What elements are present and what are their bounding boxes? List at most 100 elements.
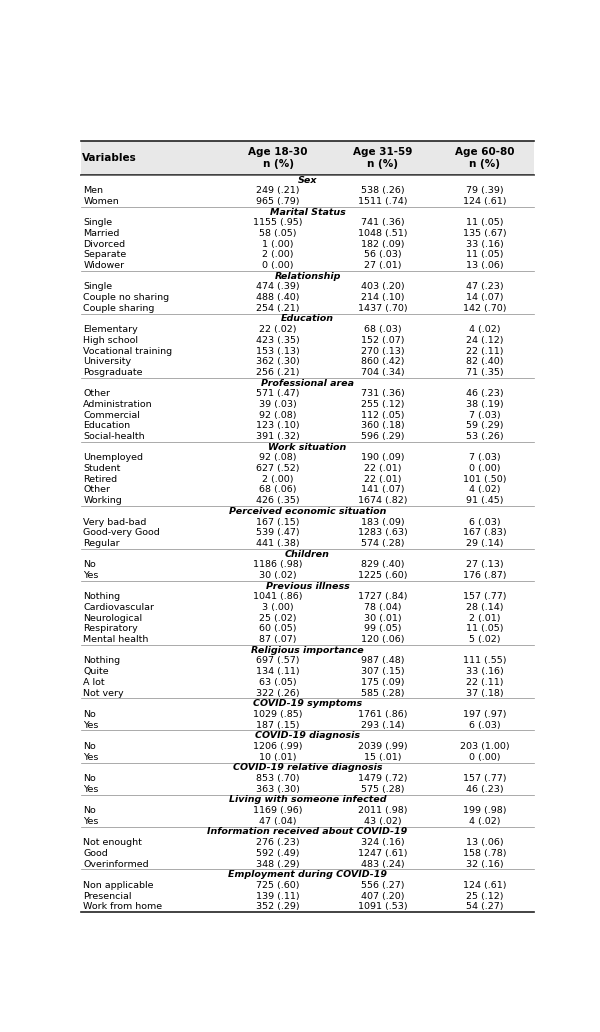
Text: 256 (.21): 256 (.21) — [256, 368, 300, 377]
Text: 176 (.87): 176 (.87) — [463, 571, 506, 580]
Text: 123 (.10): 123 (.10) — [256, 421, 300, 430]
Text: Working: Working — [83, 496, 122, 505]
Text: 158 (.78): 158 (.78) — [463, 849, 506, 858]
Text: 175 (.09): 175 (.09) — [361, 678, 404, 687]
Text: 47 (.04): 47 (.04) — [259, 816, 297, 826]
Text: 92 (.08): 92 (.08) — [259, 411, 297, 420]
Text: 4 (.02): 4 (.02) — [469, 816, 500, 826]
Text: 2039 (.99): 2039 (.99) — [358, 742, 407, 751]
Text: 135 (.67): 135 (.67) — [463, 229, 506, 238]
Text: Very bad-bad: Very bad-bad — [83, 517, 147, 526]
Text: 27 (.01): 27 (.01) — [364, 261, 401, 270]
Text: Men: Men — [83, 186, 103, 195]
Text: 363 (.30): 363 (.30) — [256, 784, 300, 794]
Text: 1029 (.85): 1029 (.85) — [253, 710, 303, 719]
Text: 1206 (.99): 1206 (.99) — [253, 742, 303, 751]
Text: 731 (.36): 731 (.36) — [361, 389, 404, 398]
Text: Age 60-80
n (%): Age 60-80 n (%) — [455, 148, 514, 169]
Text: 101 (.50): 101 (.50) — [463, 475, 506, 484]
Text: 5 (.02): 5 (.02) — [469, 635, 500, 644]
Text: 68 (.03): 68 (.03) — [364, 325, 401, 334]
Text: 46 (.23): 46 (.23) — [466, 784, 503, 794]
Text: 33 (.16): 33 (.16) — [466, 667, 503, 676]
Text: 22 (.01): 22 (.01) — [364, 464, 401, 473]
Text: Yes: Yes — [83, 571, 99, 580]
Text: 30 (.01): 30 (.01) — [364, 614, 401, 622]
Text: 255 (.12): 255 (.12) — [361, 400, 404, 409]
Text: Overinformed: Overinformed — [83, 860, 149, 869]
Text: Religious importance: Religious importance — [251, 646, 364, 654]
Text: COVID-19 symptoms: COVID-19 symptoms — [253, 700, 362, 708]
Text: 627 (.52): 627 (.52) — [256, 464, 300, 473]
Text: No: No — [83, 774, 96, 783]
Text: 407 (.20): 407 (.20) — [361, 892, 404, 901]
Text: Presencial: Presencial — [83, 892, 132, 901]
Text: 324 (.16): 324 (.16) — [361, 838, 404, 847]
Text: 403 (.20): 403 (.20) — [361, 283, 404, 291]
Text: A lot: A lot — [83, 678, 105, 687]
Text: Cardiovascular: Cardiovascular — [83, 603, 154, 612]
Text: Other: Other — [83, 389, 110, 398]
Text: 79 (.39): 79 (.39) — [466, 186, 503, 195]
Text: Children: Children — [285, 550, 330, 558]
Text: Women: Women — [83, 197, 119, 206]
Text: 139 (.11): 139 (.11) — [256, 892, 300, 901]
Text: 483 (.24): 483 (.24) — [361, 860, 404, 869]
Text: Separate: Separate — [83, 251, 127, 259]
Text: 157 (.77): 157 (.77) — [463, 592, 506, 602]
Text: 32 (.16): 32 (.16) — [466, 860, 503, 869]
Text: 1091 (.53): 1091 (.53) — [358, 902, 407, 911]
Text: 441 (.38): 441 (.38) — [256, 539, 300, 548]
Text: Not very: Not very — [83, 688, 124, 698]
Text: 187 (.15): 187 (.15) — [256, 720, 300, 730]
Text: 2011 (.98): 2011 (.98) — [358, 806, 407, 815]
Text: 741 (.36): 741 (.36) — [361, 219, 404, 227]
Text: 585 (.28): 585 (.28) — [361, 688, 404, 698]
Text: 197 (.97): 197 (.97) — [463, 710, 506, 719]
Text: Sex: Sex — [298, 175, 317, 185]
Text: 7 (.03): 7 (.03) — [469, 453, 500, 462]
Text: Yes: Yes — [83, 752, 99, 762]
Text: Married: Married — [83, 229, 120, 238]
Text: Retired: Retired — [83, 475, 118, 484]
Text: 46 (.23): 46 (.23) — [466, 389, 503, 398]
Text: 2 (.00): 2 (.00) — [262, 251, 294, 259]
Text: Information received about COVID-19: Information received about COVID-19 — [208, 828, 407, 837]
Text: 1169 (.96): 1169 (.96) — [253, 806, 303, 815]
Text: 68 (.06): 68 (.06) — [259, 485, 297, 494]
Text: Mental health: Mental health — [83, 635, 149, 644]
Text: 704 (.34): 704 (.34) — [361, 368, 404, 377]
Text: 575 (.28): 575 (.28) — [361, 784, 404, 794]
Text: 571 (.47): 571 (.47) — [256, 389, 300, 398]
Text: 47 (.23): 47 (.23) — [466, 283, 503, 291]
Text: 352 (.29): 352 (.29) — [256, 902, 300, 911]
Text: 725 (.60): 725 (.60) — [256, 881, 300, 890]
Text: Administration: Administration — [83, 400, 153, 409]
Text: 29 (.14): 29 (.14) — [466, 539, 503, 548]
Text: Single: Single — [83, 283, 112, 291]
Text: Previous illness: Previous illness — [266, 582, 349, 590]
Text: 71 (.35): 71 (.35) — [466, 368, 503, 377]
Text: 27 (.13): 27 (.13) — [466, 560, 503, 570]
Text: Vocational training: Vocational training — [83, 347, 172, 356]
Text: Work from home: Work from home — [83, 902, 163, 911]
Text: 92 (.08): 92 (.08) — [259, 453, 297, 462]
Text: 58 (.05): 58 (.05) — [259, 229, 297, 238]
Text: 1283 (.63): 1283 (.63) — [358, 528, 407, 538]
Text: 488 (.40): 488 (.40) — [256, 293, 300, 302]
Text: 124 (.61): 124 (.61) — [463, 881, 506, 890]
Text: Unemployed: Unemployed — [83, 453, 143, 462]
Text: 25 (.02): 25 (.02) — [259, 614, 297, 622]
Text: 203 (1.00): 203 (1.00) — [460, 742, 509, 751]
Text: 82 (.40): 82 (.40) — [466, 357, 503, 366]
Text: 539 (.47): 539 (.47) — [256, 528, 300, 538]
Text: 270 (.13): 270 (.13) — [361, 347, 404, 356]
Text: 13 (.06): 13 (.06) — [466, 838, 503, 847]
Text: 54 (.27): 54 (.27) — [466, 902, 503, 911]
Text: 91 (.45): 91 (.45) — [466, 496, 503, 505]
Text: 1761 (.86): 1761 (.86) — [358, 710, 407, 719]
Text: 293 (.14): 293 (.14) — [361, 720, 404, 730]
Text: Single: Single — [83, 219, 112, 227]
Text: 829 (.40): 829 (.40) — [361, 560, 404, 570]
Text: 120 (.06): 120 (.06) — [361, 635, 404, 644]
